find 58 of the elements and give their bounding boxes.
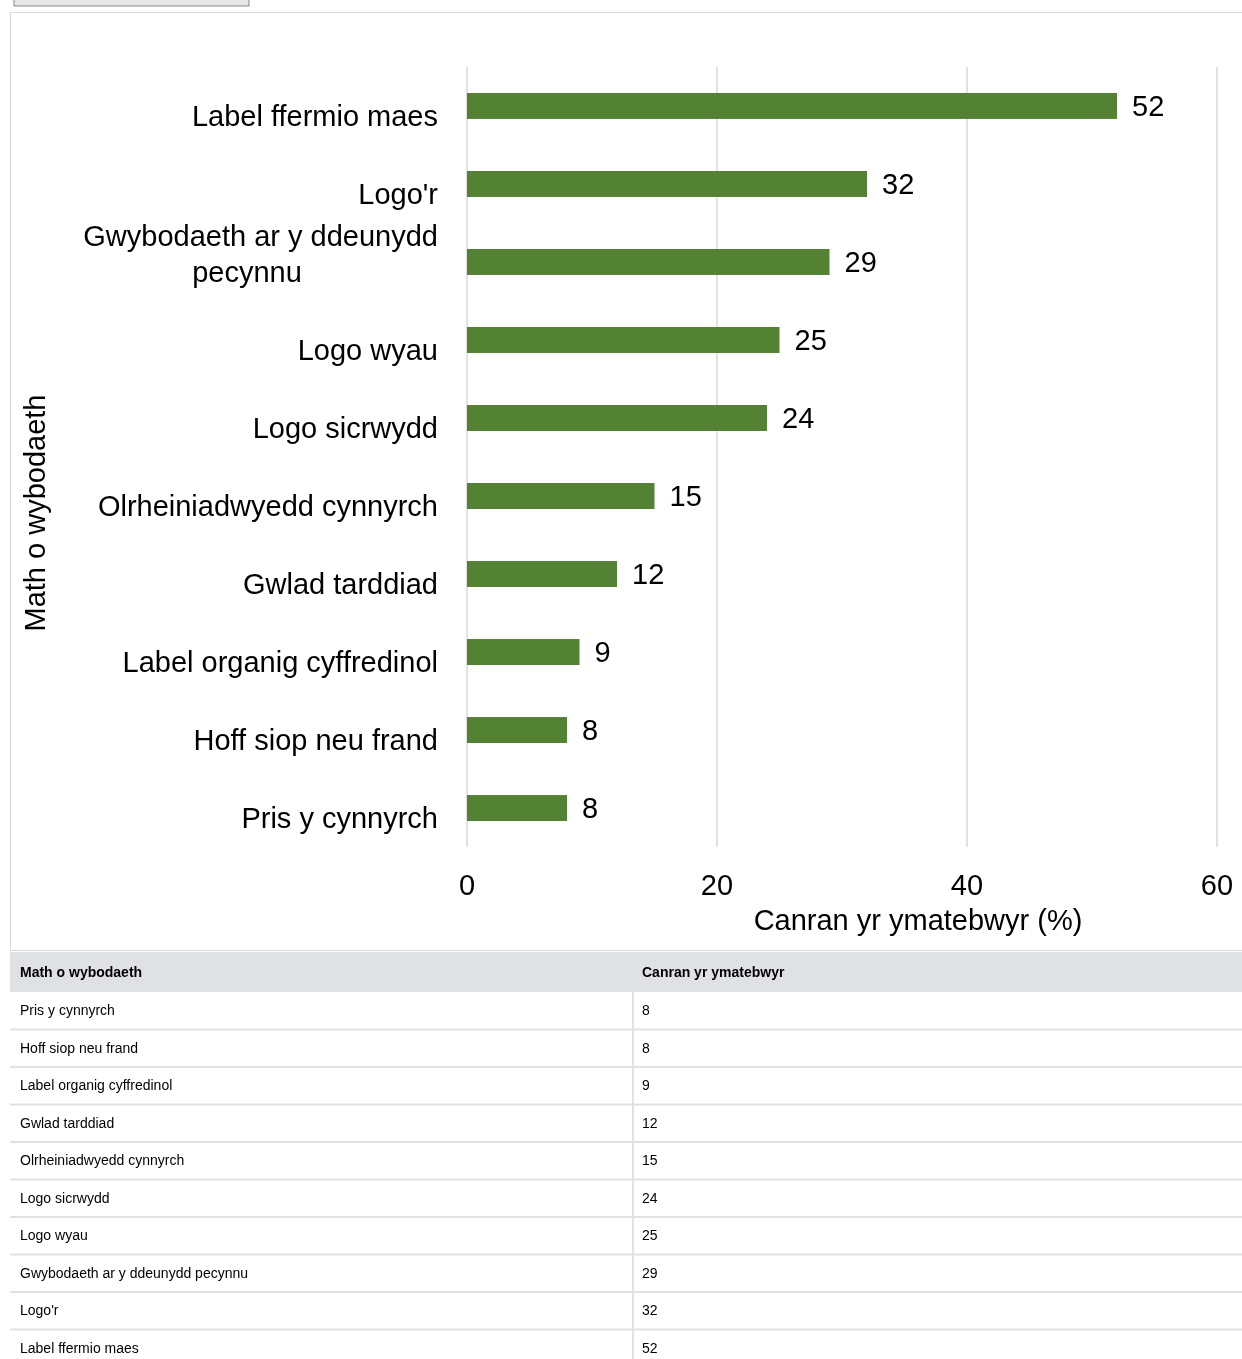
data-label: 9 — [594, 636, 611, 669]
data-label: 25 — [642, 1227, 658, 1243]
x-tick-label: 60 — [1200, 869, 1234, 901]
data-label: 8 — [642, 1002, 650, 1018]
data-label: 29 — [642, 1264, 658, 1281]
data-label: 8 — [582, 714, 599, 747]
x-axis-title: Canran yr ymatebwyr (%) — [753, 904, 1083, 936]
y-tick-label: Label ffermio maes — [191, 99, 438, 132]
bar — [467, 92, 1117, 119]
y-tick-label: Pris y cynnyrch — [241, 802, 438, 835]
category-label: Hoff siop neu frand — [20, 1039, 139, 1056]
text: Canran yr ymatebwyr — [642, 964, 785, 980]
y-tick-label: Olrheiniadwyedd cynnyrch — [97, 490, 438, 522]
category-label: Olrheiniadwyedd cynnyrch — [20, 1152, 185, 1168]
y-tick-label: Gwybodaeth ar y ddeunydd pecynnu — [83, 219, 438, 288]
y-axis-title: Math o wybodaeth — [19, 394, 51, 632]
data-label: 9 — [642, 1077, 650, 1093]
category-label: Label organig cyffredinol — [20, 1077, 173, 1093]
y-tick-label: Gwlad tarddiad — [242, 568, 438, 601]
y-tick-label: Logo wyau — [297, 333, 438, 366]
category-label: Pris y cynnyrch — [20, 1002, 115, 1018]
y-tick-label: Logo sicrwydd — [252, 412, 438, 444]
data-label: 12 — [642, 1114, 658, 1131]
data-label: 52 — [1132, 89, 1165, 122]
x-tick-label: 40 — [950, 869, 984, 901]
data-label: 32 — [642, 1302, 658, 1318]
data-label: 15 — [642, 1152, 658, 1168]
data-label: 8 — [642, 1039, 650, 1056]
bar — [467, 327, 780, 353]
bar — [467, 483, 655, 509]
data-label: 25 — [794, 323, 827, 356]
y-tick-label: Logo'r — [358, 177, 439, 210]
bar — [467, 561, 617, 587]
bar — [467, 405, 767, 431]
bar — [467, 248, 830, 275]
data-label: 24 — [782, 402, 815, 434]
category-label: Gwybodaeth ar y ddeunydd pecynnu — [20, 1264, 249, 1281]
x-tick-label: 0 — [458, 869, 476, 901]
data-label: 32 — [882, 167, 915, 200]
category-label: Logo wyau — [20, 1227, 88, 1243]
y-tick-label: Label organig cyffredinol — [122, 646, 438, 679]
x-tick-label: 20 — [700, 869, 734, 901]
category-label: Logo'r — [20, 1302, 59, 1318]
bar — [467, 795, 567, 822]
category-label: Label ffermio maes — [20, 1339, 139, 1356]
data-label: 29 — [844, 245, 877, 278]
data-label: 15 — [669, 480, 702, 512]
data-label: 52 — [642, 1339, 658, 1356]
bar — [467, 639, 580, 666]
category-label: Logo sicrwydd — [20, 1189, 110, 1206]
bar — [467, 717, 567, 744]
bar — [467, 170, 867, 197]
data-label: 8 — [582, 792, 599, 825]
data-label: 12 — [632, 558, 665, 591]
category-label: Gwlad tarddiad — [20, 1114, 115, 1131]
y-tick-label: Hoff siop neu frand — [193, 724, 438, 757]
data-label: 24 — [642, 1189, 658, 1206]
text: Math o wybodaeth — [20, 964, 143, 980]
